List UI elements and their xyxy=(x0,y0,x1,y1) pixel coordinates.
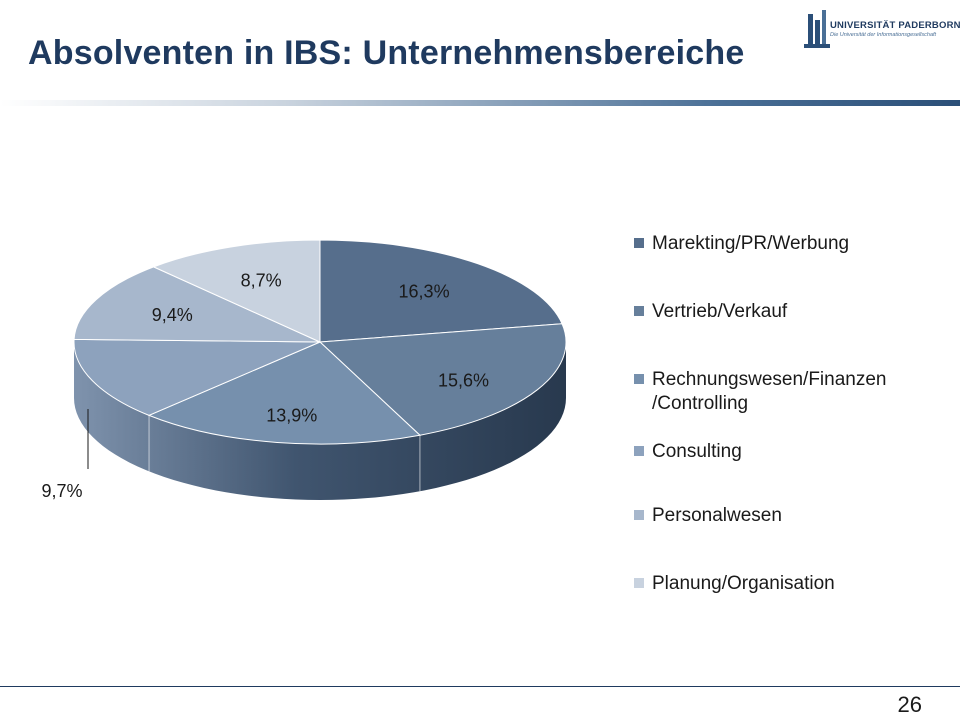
slice-value-label: 15,6% xyxy=(438,370,489,390)
legend-swatch xyxy=(634,446,644,456)
pie-side xyxy=(74,342,566,500)
logo-name: UNIVERSITÄT PADERBORN xyxy=(830,20,960,31)
legend-item: Rechnungswesen/Finanzen/Controlling xyxy=(634,368,887,416)
legend-label: Rechnungswesen/Finanzen/Controlling xyxy=(652,369,887,414)
legend-label: Vertrieb/Verkauf xyxy=(652,301,788,322)
logo-tagline: Die Universität der Informationsgesellsc… xyxy=(830,32,937,38)
slice-value-label: 16,3% xyxy=(399,281,450,301)
page-title: Absolventen in IBS: Unternehmensbereiche xyxy=(28,34,745,72)
legend-swatch xyxy=(634,374,644,384)
legend-swatch xyxy=(634,510,644,520)
pie-slice xyxy=(318,323,567,436)
slice-value-label: 9,7% xyxy=(41,481,82,501)
legend-item: Marekting/PR/Werbung xyxy=(634,232,849,256)
legend-swatch xyxy=(634,578,644,588)
pie-slice xyxy=(73,266,321,343)
footer-divider xyxy=(0,686,960,687)
pie-slice xyxy=(73,338,321,416)
legend-item: Personalwesen xyxy=(634,504,782,528)
legend-item: Vertrieb/Verkauf xyxy=(634,300,787,324)
slice-value-label: 8,7% xyxy=(241,270,282,290)
pie-labels: 16,3% 15,6% 13,9% 9,7% 9,4% 8,7% xyxy=(41,270,489,501)
legend-label: Consulting xyxy=(652,441,742,462)
legend-label: Marekting/PR/Werbung xyxy=(652,233,850,254)
pie-top xyxy=(73,239,567,445)
pie-slice xyxy=(147,341,421,445)
legend-swatch xyxy=(634,306,644,316)
pie-slice xyxy=(152,239,321,343)
title-divider xyxy=(0,100,960,106)
slice-value-label: 13,9% xyxy=(266,405,317,425)
page-number: 26 xyxy=(897,692,922,717)
legend-swatch xyxy=(634,238,644,248)
pie-slice xyxy=(319,239,563,343)
legend-item: Planung/Organisation xyxy=(634,572,835,596)
university-logo-icon xyxy=(804,10,830,48)
slice-value-label: 9,4% xyxy=(152,305,193,325)
legend-label: Planung/Organisation xyxy=(652,573,835,594)
pie-side-wall xyxy=(74,342,566,500)
legend-label: Personalwesen xyxy=(652,505,782,526)
legend-item: Consulting xyxy=(634,440,742,464)
